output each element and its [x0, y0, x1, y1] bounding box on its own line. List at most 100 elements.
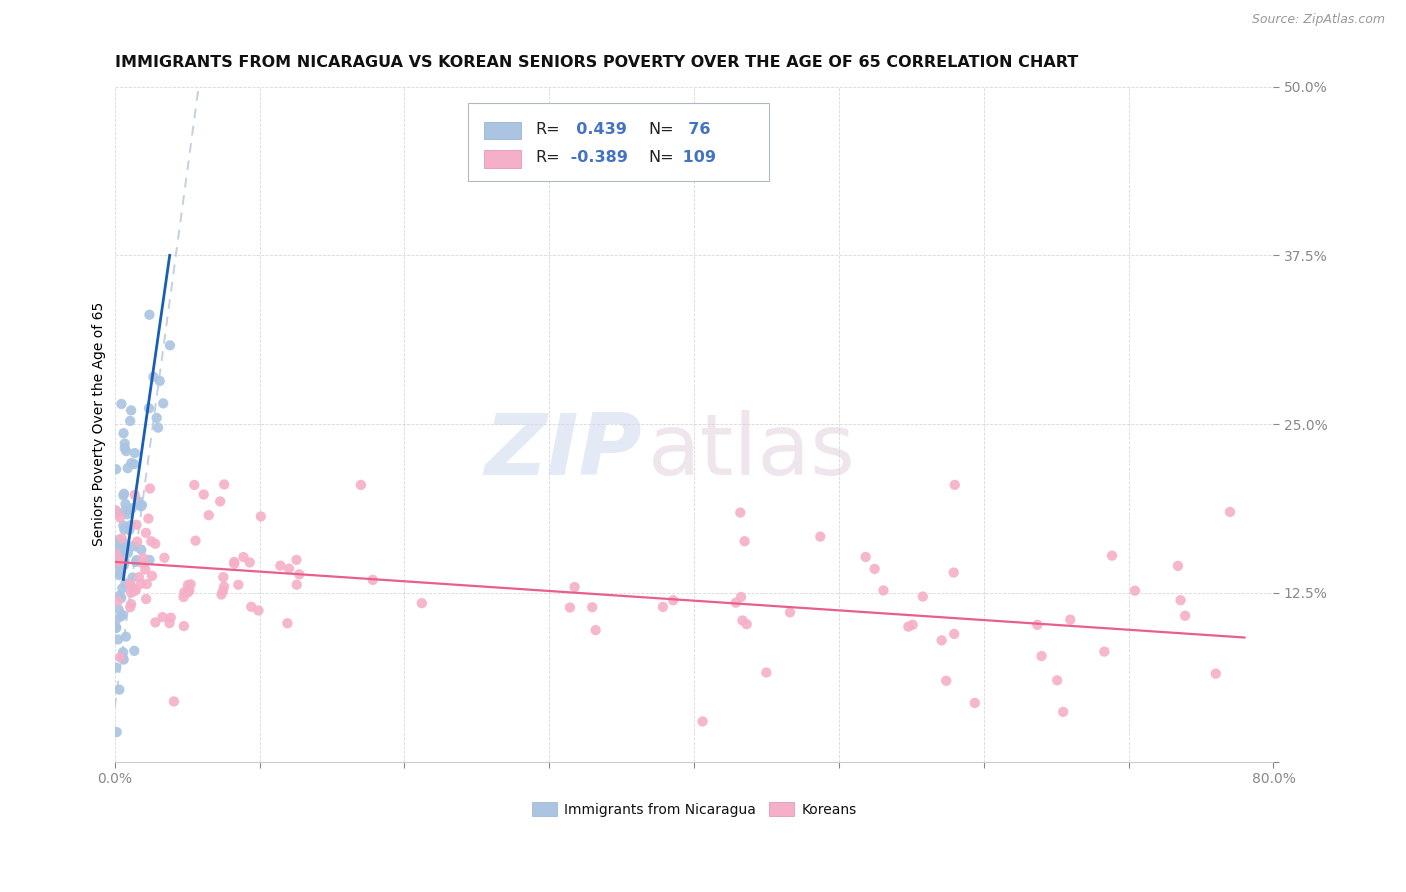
Point [145, 410, 167, 425]
Point [108, 545, 131, 559]
Point [139, 482, 162, 496]
Text: -0.389: -0.389 [565, 150, 628, 165]
Point [1059, 613, 1081, 627]
Point [942, 566, 965, 580]
Point [132, 556, 155, 570]
Point [224, 555, 246, 569]
Text: N=: N= [648, 121, 675, 136]
Point [108, 543, 131, 558]
Point [107, 506, 129, 520]
Point [211, 587, 233, 601]
Point [1031, 648, 1053, 663]
Point [117, 546, 139, 560]
Point [276, 616, 298, 631]
Point [110, 591, 132, 605]
Point [111, 650, 134, 665]
Point [112, 558, 135, 573]
Point [943, 478, 966, 492]
Point [730, 506, 752, 520]
Point [269, 558, 291, 573]
Point [105, 660, 128, 674]
Point [734, 534, 756, 549]
Point [108, 566, 131, 580]
Point [127, 534, 149, 549]
Point [105, 547, 128, 561]
Point [935, 673, 957, 688]
Point [1046, 673, 1069, 688]
Point [111, 607, 134, 622]
Point [173, 590, 195, 604]
FancyBboxPatch shape [468, 103, 769, 181]
Point [105, 621, 128, 635]
Point [120, 518, 142, 533]
Point [411, 596, 433, 610]
Point [124, 644, 146, 658]
Point [159, 610, 181, 624]
Point [112, 486, 135, 500]
Point [112, 536, 135, 550]
Point [111, 645, 134, 659]
Point [731, 614, 754, 628]
Point [1205, 666, 1227, 681]
Point [120, 597, 142, 611]
Point [153, 550, 176, 565]
Point [105, 725, 128, 739]
Point [105, 613, 128, 627]
Point [138, 401, 160, 416]
Point [662, 593, 685, 607]
Point [112, 488, 135, 502]
Point [138, 511, 160, 525]
Point [120, 578, 142, 592]
Point [1167, 558, 1189, 573]
Y-axis label: Seniors Poverty Over the Age of 65: Seniors Poverty Over the Age of 65 [93, 302, 107, 546]
Point [142, 369, 165, 384]
Point [134, 562, 156, 576]
Point [114, 576, 136, 591]
Point [141, 534, 163, 549]
Point [110, 397, 132, 411]
Point [138, 308, 160, 322]
Point [111, 582, 134, 596]
Point [1092, 644, 1115, 658]
Point [177, 578, 200, 592]
Point [105, 553, 128, 567]
Point [110, 553, 132, 567]
Point [115, 630, 138, 644]
Text: 76: 76 [676, 121, 710, 136]
Point [285, 578, 308, 592]
Point [159, 616, 181, 631]
Point [1101, 549, 1123, 563]
Point [183, 478, 205, 492]
Point [107, 558, 129, 573]
FancyBboxPatch shape [484, 122, 522, 139]
Point [224, 557, 246, 571]
Point [112, 518, 135, 533]
Point [250, 509, 273, 524]
Point [152, 396, 174, 410]
Text: IMMIGRANTS FROM NICARAGUA VS KOREAN SENIORS POVERTY OVER THE AGE OF 65 CORRELATI: IMMIGRANTS FROM NICARAGUA VS KOREAN SENI… [115, 55, 1078, 70]
Point [177, 585, 200, 599]
Point [209, 494, 232, 508]
Point [179, 583, 201, 598]
Point [180, 577, 202, 591]
Point [111, 544, 134, 558]
Point [120, 600, 142, 615]
Point [585, 623, 607, 637]
Point [112, 426, 135, 441]
FancyBboxPatch shape [484, 151, 522, 168]
Point [127, 494, 149, 508]
Point [901, 617, 924, 632]
Point [132, 550, 155, 565]
Point [129, 577, 152, 591]
Point [105, 503, 128, 517]
Point [118, 577, 141, 591]
Point [724, 596, 747, 610]
Text: 109: 109 [676, 150, 716, 165]
Point [138, 553, 160, 567]
Point [146, 420, 169, 434]
Point [135, 577, 157, 591]
Point [110, 539, 132, 553]
Point [125, 555, 148, 569]
Point [692, 714, 714, 729]
Point [105, 462, 128, 476]
